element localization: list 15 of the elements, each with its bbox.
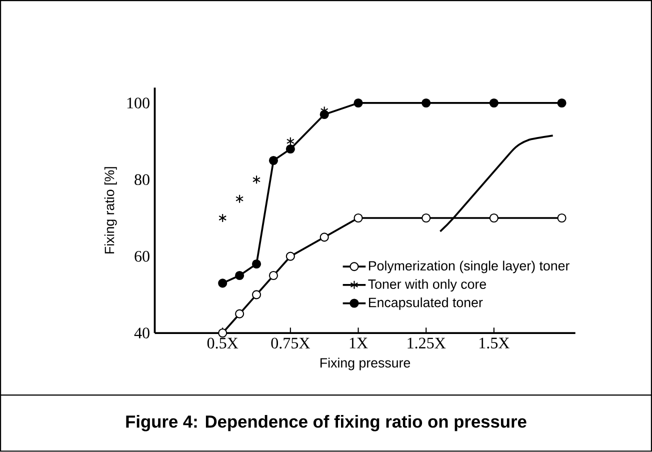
y-axis-title: Fixing ratio [%] <box>104 167 117 254</box>
legend-label: Toner with only core <box>368 279 486 292</box>
y-tick-label: 100 <box>127 98 150 109</box>
x-tick-label: 1X <box>350 338 368 348</box>
legend-label: Encapsulated toner <box>368 298 483 310</box>
text: Figure 4: Dependence of fixing ratio on pressure <box>126 415 526 432</box>
legend-label: Polymerization (single layer) toner <box>368 260 570 274</box>
x-tick-label: 1.25X <box>408 338 446 349</box>
y-tick-label: 60 <box>134 251 150 262</box>
y-tick-label: 80 <box>134 174 150 186</box>
x-tick-label: 0.5X <box>207 338 238 349</box>
x-tick-label: 0.75X <box>271 338 310 349</box>
x-axis-title: Fixing pressure <box>320 358 410 370</box>
x-tick-label: 1.5X <box>480 338 510 349</box>
y-tick-label: 40 <box>134 328 150 339</box>
